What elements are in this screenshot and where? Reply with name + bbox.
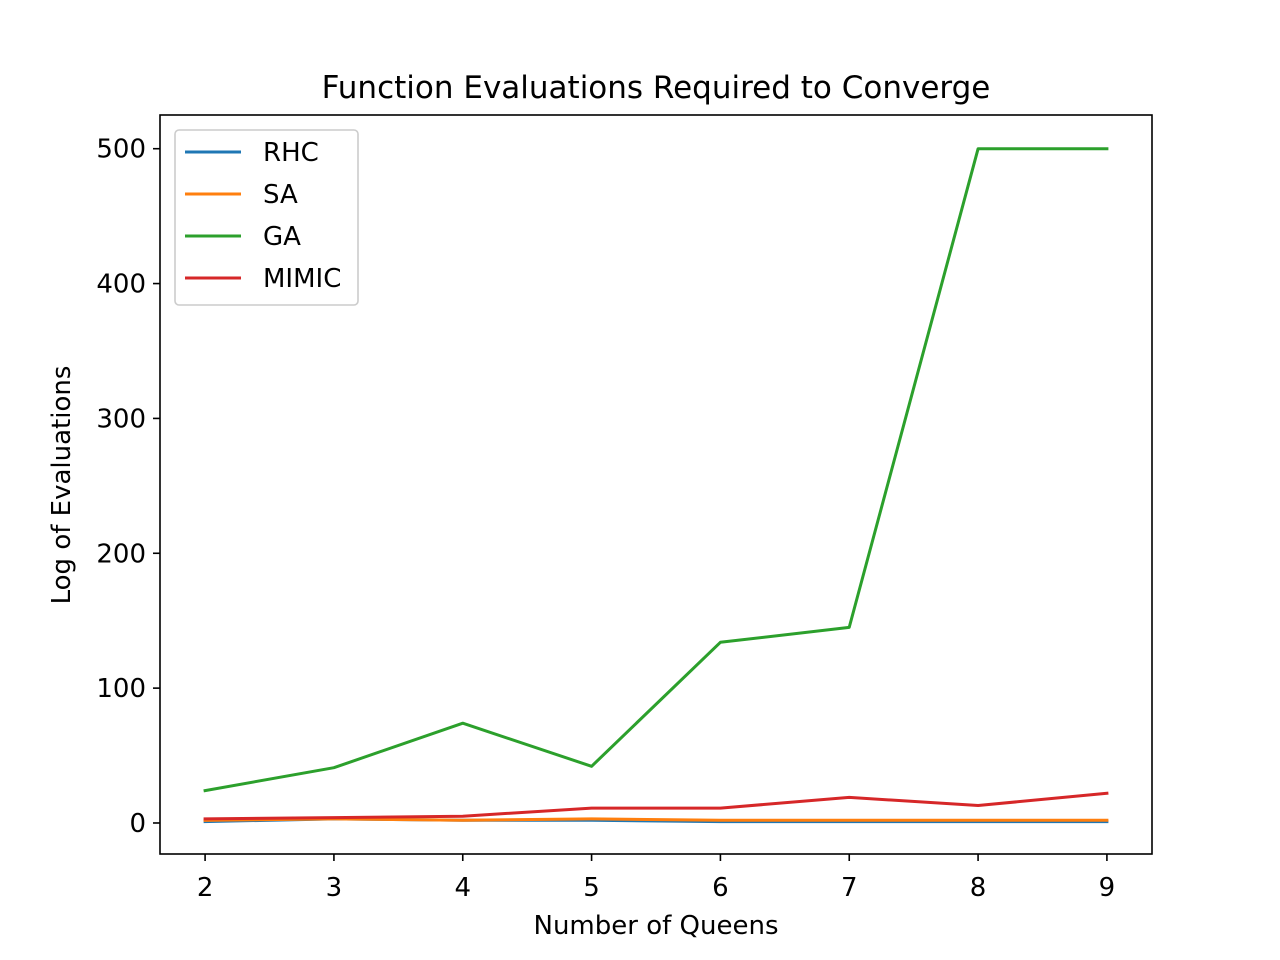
y-tick-label: 300: [96, 404, 146, 434]
legend-label-rhc: RHC: [263, 138, 319, 168]
legend-box: [174, 129, 359, 306]
y-tick-label: 0: [129, 809, 146, 839]
y-tick-label: 400: [96, 270, 146, 300]
y-tick-label: 100: [96, 674, 146, 704]
x-tick-label: 3: [326, 873, 343, 903]
axis-layer: 2 3 4 5 6 7 8 9 0 100 200 300 400 500: [96, 135, 1115, 903]
x-tick-label: 4: [454, 873, 471, 903]
series-line-mimic: [203, 791, 1109, 821]
y-axis-label: Log of Evaluations: [47, 366, 77, 605]
y-tick-label: 500: [96, 135, 146, 165]
x-tick-label: 7: [841, 873, 858, 903]
legend-label-ga: GA: [263, 222, 301, 252]
x-tick-label: 2: [197, 873, 214, 903]
legend-label-sa: SA: [263, 180, 298, 210]
legend-label-mimic: MIMIC: [263, 264, 341, 294]
x-tick-label: 5: [583, 873, 600, 903]
series-layer: [203, 147, 1109, 824]
x-axis-label: Number of Queens: [534, 911, 779, 941]
legend: RHC SA GA MIMIC: [174, 129, 359, 306]
plot-frame: [159, 114, 1153, 855]
x-tick-label: 8: [970, 873, 987, 903]
series-line-ga: [203, 147, 1109, 793]
chart-title: Function Evaluations Required to Converg…: [322, 70, 991, 106]
series-line-sa: [203, 817, 1109, 822]
x-tick-label: 9: [1099, 873, 1116, 903]
x-tick-label: 6: [712, 873, 729, 903]
y-tick-label: 200: [96, 539, 146, 569]
